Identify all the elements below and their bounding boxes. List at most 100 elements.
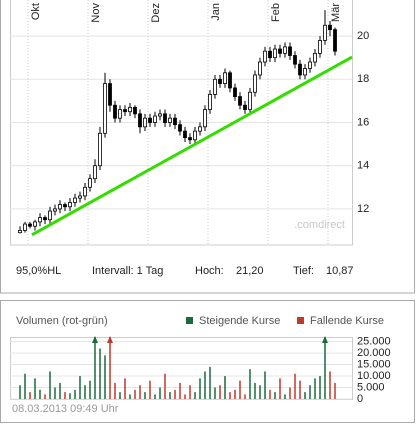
candle-body xyxy=(48,210,52,221)
candle-body xyxy=(268,50,272,59)
y-tick-label: 0 xyxy=(357,393,363,405)
candle-body xyxy=(28,223,32,227)
candle-body xyxy=(218,78,222,85)
candle-body xyxy=(283,46,287,54)
y-tick-label: 20 xyxy=(357,30,369,42)
candle-body xyxy=(278,48,282,54)
x-tick-label: Feb xyxy=(270,3,282,22)
x-tick-label: Mär xyxy=(330,3,342,22)
candle-body xyxy=(198,126,202,132)
candle-body xyxy=(258,61,262,76)
candle-body xyxy=(228,72,232,89)
candle-body xyxy=(118,109,122,119)
candle-body xyxy=(113,104,117,119)
candle-body xyxy=(143,117,147,128)
candle-body xyxy=(83,186,87,197)
legend-label: Steigende Kurse xyxy=(199,315,280,327)
y-tick-label: 12 xyxy=(357,203,369,215)
candle-body xyxy=(53,208,57,212)
candle-body xyxy=(168,117,172,123)
candle-body xyxy=(208,94,212,110)
footer-text: 95,0%HL xyxy=(16,265,61,277)
y-tick-label: 25.000 xyxy=(357,335,391,347)
candle-body xyxy=(128,106,132,113)
x-tick-label: Okt xyxy=(30,3,42,20)
x-tick-label: Jan xyxy=(210,3,222,21)
candle-body xyxy=(213,78,217,95)
y-tick-label: 18 xyxy=(357,73,369,85)
candle-body xyxy=(108,83,112,106)
candle-body xyxy=(263,50,267,63)
footer-text: Tief: xyxy=(293,265,314,277)
candle-body xyxy=(253,74,257,93)
candle-body xyxy=(148,117,152,123)
candle-body xyxy=(233,87,237,97)
y-tick-label: 20.000 xyxy=(357,347,391,359)
candle-body xyxy=(158,113,162,117)
legend-label: Fallende Kurse xyxy=(310,315,384,327)
candle-body xyxy=(23,223,27,231)
candle-body xyxy=(33,221,37,227)
candle-body xyxy=(273,48,277,59)
y-tick-label: 5.000 xyxy=(357,381,385,393)
candle-body xyxy=(58,204,62,210)
candle-body xyxy=(328,24,332,30)
overflow-arrow xyxy=(107,336,113,343)
timestamp: 08.03.2013 09:49 Uhr xyxy=(12,403,119,415)
x-tick-label: Dez xyxy=(150,3,162,23)
candle-body xyxy=(153,115,157,123)
footer-text: 10,87 xyxy=(326,265,354,277)
candle-body xyxy=(308,61,312,69)
candle-body xyxy=(178,124,182,132)
candle-body xyxy=(243,104,247,110)
candle-body xyxy=(323,24,327,41)
legend-swatch xyxy=(297,317,304,324)
candle-body xyxy=(183,130,187,139)
candle-body xyxy=(123,109,127,113)
candle-body xyxy=(163,113,167,123)
overflow-arrow xyxy=(322,336,328,343)
candle-body xyxy=(93,165,97,180)
candle-body xyxy=(248,91,252,110)
watermark: .comdirect xyxy=(294,219,345,231)
candle-body xyxy=(173,117,177,126)
candle-body xyxy=(298,63,302,76)
candle-body xyxy=(63,204,67,208)
legend-swatch xyxy=(186,317,193,324)
candle-body xyxy=(43,217,47,221)
x-tick-label: Nov xyxy=(90,3,102,23)
candle-body xyxy=(203,109,207,128)
trendline xyxy=(31,55,353,237)
candle-body xyxy=(38,217,42,223)
candle-body xyxy=(313,52,317,63)
candle-body xyxy=(88,178,92,188)
footer-text: Hoch: xyxy=(195,265,224,277)
candle-body xyxy=(288,46,292,56)
candle-body xyxy=(188,137,192,141)
candle-body xyxy=(318,40,322,54)
overflow-arrow xyxy=(92,336,98,343)
y-tick-label: 15.000 xyxy=(357,358,391,370)
candle-body xyxy=(193,130,197,141)
candle-body xyxy=(303,68,307,76)
candle-body xyxy=(238,96,242,106)
footer-text: Intervall: 1 Tag xyxy=(92,265,163,277)
candle-body xyxy=(138,113,142,128)
candle-body xyxy=(223,72,227,85)
volume-plot xyxy=(10,337,353,400)
candle-body xyxy=(18,230,22,234)
y-tick-label: 10.000 xyxy=(357,370,391,382)
y-tick-label: 16 xyxy=(357,116,369,128)
candle-body xyxy=(103,83,107,134)
candle-body xyxy=(73,197,77,203)
candle-body xyxy=(333,29,337,52)
footer-text: 21,20 xyxy=(236,265,264,277)
candle-body xyxy=(78,195,82,199)
candle-body xyxy=(98,132,102,167)
volume-title: Volumen (rot-grün) xyxy=(16,315,108,327)
y-tick-label: 14 xyxy=(357,160,369,172)
candle-body xyxy=(68,202,72,208)
candle-body xyxy=(133,106,137,115)
candle-body xyxy=(293,55,297,65)
